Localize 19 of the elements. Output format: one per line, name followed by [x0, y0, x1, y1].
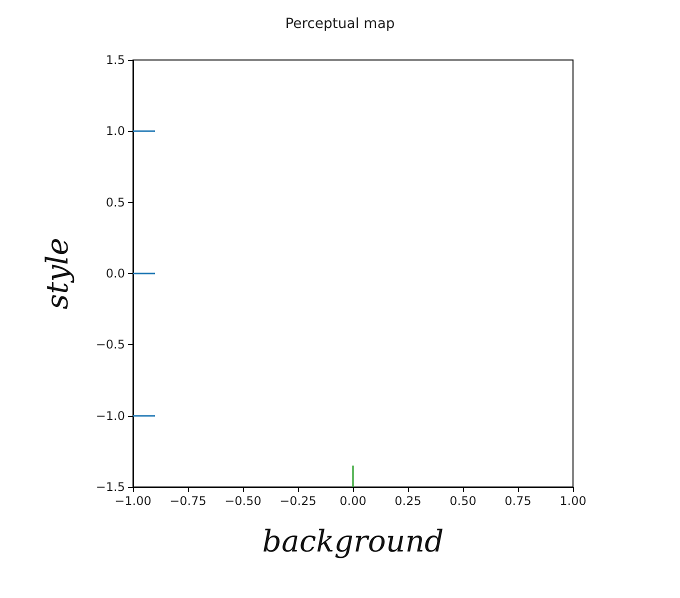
- x-tick-label: 0.50: [450, 494, 476, 508]
- y-tick-label: 1.5: [106, 53, 125, 67]
- y-tick-label: −1.0: [96, 408, 125, 423]
- x-tick-label: 0.25: [394, 494, 422, 508]
- y-axis-title: style: [40, 238, 76, 310]
- x-tick-label: 0.00: [340, 494, 366, 508]
- x-tick-label: −0.75: [170, 494, 206, 508]
- chart-title: Perceptual map: [285, 16, 395, 32]
- y-tick-label: −0.5: [96, 338, 125, 352]
- x-tick-label: 1.00: [560, 494, 586, 508]
- y-tick-label: 0.0: [106, 266, 125, 280]
- x-tick-label: −0.50: [224, 494, 262, 508]
- x-tick-label: −0.25: [280, 494, 316, 508]
- x-tick-label: 0.75: [504, 494, 532, 508]
- y-tick-label: 1.0: [106, 124, 125, 138]
- y-tick-label: −1.5: [96, 480, 125, 494]
- x-axis-title: background: [262, 524, 444, 560]
- y-tick-label: 0.5: [106, 195, 125, 210]
- x-tick-label: −1.00: [114, 494, 152, 508]
